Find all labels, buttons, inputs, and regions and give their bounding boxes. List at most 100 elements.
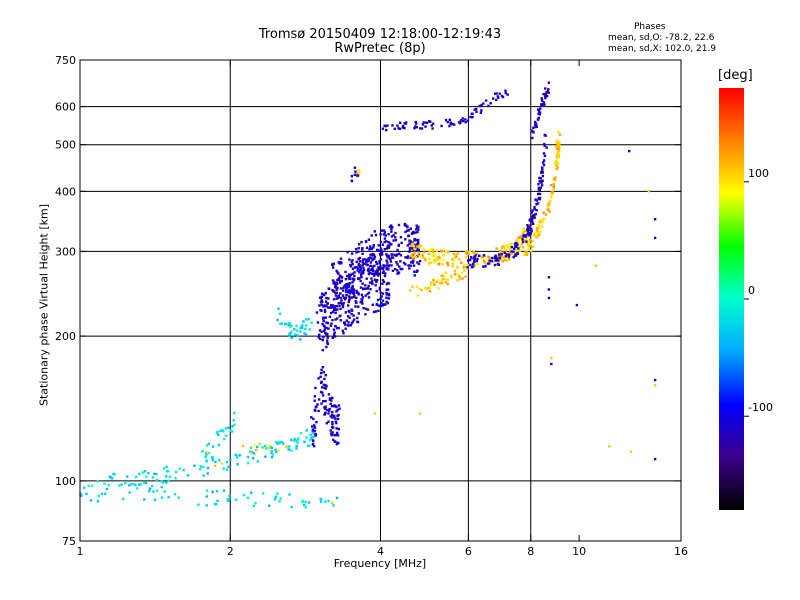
echo-point <box>305 436 308 439</box>
echo-point <box>531 218 534 221</box>
echo-point <box>369 261 373 264</box>
echo-point <box>165 465 168 469</box>
echo-point <box>543 103 546 106</box>
echo-point <box>446 264 450 267</box>
echo-point <box>456 266 459 269</box>
echo-point <box>371 258 374 262</box>
echo-point <box>347 321 350 324</box>
echo-point <box>391 226 394 229</box>
echo-point <box>385 293 388 296</box>
echo-point <box>333 416 336 419</box>
echo-point <box>147 471 150 475</box>
echo-point <box>395 261 398 264</box>
echo-point <box>232 419 235 422</box>
echo-point <box>354 305 357 308</box>
echo-point <box>321 391 324 394</box>
echo-point <box>496 95 499 98</box>
echo-point <box>472 250 475 253</box>
echo-point <box>542 161 545 164</box>
echo-point <box>324 405 327 408</box>
echo-point <box>387 240 390 244</box>
echo-point <box>327 409 331 413</box>
echo-point <box>326 302 329 305</box>
echo-point <box>528 219 531 222</box>
echo-point <box>382 266 385 269</box>
echo-point <box>535 199 538 202</box>
echo-point <box>404 263 407 266</box>
echo-point <box>212 445 215 448</box>
echo-point <box>217 443 221 447</box>
echo-point <box>369 268 373 272</box>
echo-point <box>409 289 412 292</box>
echo-point <box>417 251 420 254</box>
echo-point <box>542 92 545 96</box>
echo-point <box>422 256 425 260</box>
echo-point <box>381 279 385 282</box>
echo-point <box>554 145 558 149</box>
echo-point <box>236 463 239 466</box>
echo-point <box>321 366 325 369</box>
echo-point <box>332 289 335 293</box>
echo-point <box>299 338 302 341</box>
echo-point <box>460 271 463 274</box>
echo-point <box>484 99 488 102</box>
echo-point <box>197 503 200 506</box>
echo-point <box>300 324 304 327</box>
y-tick-label: 300 <box>55 245 76 258</box>
echo-point <box>344 327 347 330</box>
echo-point <box>327 499 330 503</box>
echo-point <box>488 262 491 265</box>
echo-point <box>409 240 412 243</box>
echo-point <box>219 429 222 433</box>
echo-point <box>226 498 229 501</box>
echo-point <box>290 505 293 509</box>
echo-point <box>396 124 399 127</box>
echo-point <box>334 325 337 328</box>
echo-point <box>524 253 527 256</box>
echo-point <box>369 288 372 291</box>
echo-point <box>526 224 529 227</box>
echo-point <box>366 263 369 267</box>
echo-point <box>313 399 316 402</box>
echo-point <box>379 265 382 268</box>
echo-point <box>448 124 451 128</box>
echo-point <box>331 305 335 309</box>
echo-point <box>217 459 221 462</box>
echo-point <box>399 267 402 271</box>
echo-point <box>304 500 307 504</box>
phase-stats-o: mean, sd,O: -78.2, 22.6 <box>608 33 715 43</box>
echo-point <box>517 247 520 250</box>
echo-point <box>453 270 457 273</box>
echo-point <box>541 171 544 174</box>
echo-point <box>148 490 151 493</box>
echo-point <box>339 261 343 264</box>
echo-point <box>350 175 354 178</box>
echo-point <box>164 475 168 478</box>
echo-point <box>364 313 367 316</box>
echo-point <box>331 263 334 266</box>
echo-point <box>412 231 415 235</box>
echo-point <box>360 272 363 275</box>
echo-point <box>484 263 488 266</box>
echo-point <box>314 433 317 436</box>
echo-point <box>424 121 428 124</box>
echo-point <box>398 265 401 268</box>
echo-point <box>412 245 416 248</box>
echo-point <box>355 289 358 293</box>
echo-point <box>538 111 542 114</box>
echo-point <box>535 203 538 206</box>
echo-point <box>337 261 340 264</box>
echo-point <box>346 274 349 278</box>
echo-point <box>413 238 416 241</box>
echo-point <box>359 301 362 304</box>
echo-point <box>336 441 339 444</box>
echo-point <box>270 456 274 459</box>
echo-point <box>324 411 327 414</box>
echo-point <box>555 157 559 161</box>
echo-point <box>416 261 419 264</box>
echo-point <box>255 448 258 452</box>
echo-point <box>452 259 455 262</box>
echo-point <box>394 239 398 242</box>
echo-point <box>151 484 154 488</box>
echo-point <box>556 150 560 154</box>
